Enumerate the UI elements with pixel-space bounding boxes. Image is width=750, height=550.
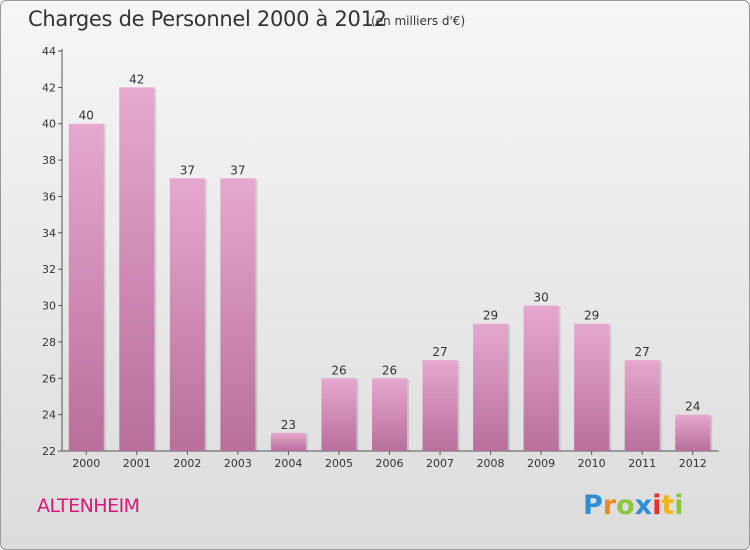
bar-value-label: 29 [584, 309, 599, 323]
y-tick-label: 40 [42, 118, 56, 131]
x-tick-label: 2004 [274, 457, 302, 470]
x-tick-label: 2005 [325, 457, 353, 470]
x-tick-label: 2012 [679, 457, 707, 470]
bar-value-label: 26 [331, 363, 346, 377]
y-tick-label: 22 [42, 445, 56, 458]
bar [675, 414, 711, 451]
y-tick-label: 42 [42, 81, 56, 94]
bar [220, 178, 256, 452]
bar-value-label: 27 [635, 345, 650, 359]
x-tick-label: 2010 [578, 457, 606, 470]
y-tick-label: 36 [42, 190, 56, 203]
chart-value-labels: 40 42 37 37 23 26 26 27 29 30 29 27 24 [79, 72, 701, 431]
x-tick-label: 2008 [477, 457, 505, 470]
logo-letter: P [583, 490, 603, 521]
commune-name: ALTENHEIM [37, 495, 140, 517]
chart-subtitle: (en milliers d'€) [371, 14, 466, 28]
x-tick-label: 2003 [224, 457, 252, 470]
x-tick-label: 2009 [527, 457, 555, 470]
proxiti-logo[interactable]: Proxiti [583, 490, 684, 521]
x-tick-label: 2007 [426, 457, 454, 470]
x-tick-label: 2001 [123, 457, 151, 470]
y-tick-label: 30 [42, 300, 56, 313]
chart-title: Charges de Personnel 2000 à 2012 [28, 7, 387, 31]
bar-value-label: 26 [382, 363, 397, 377]
y-tick-label: 38 [42, 154, 56, 167]
x-tick-label: 2011 [628, 457, 656, 470]
logo-letter: t [661, 490, 675, 521]
logo-letter: i [652, 490, 662, 521]
bar [574, 323, 610, 451]
bar [422, 360, 458, 451]
bar-value-label: 24 [685, 400, 700, 414]
bar [119, 87, 155, 451]
chart-axes: 22 24 26 28 30 32 34 36 38 40 42 44 2000 2001 2002 2003… [42, 45, 719, 470]
chart-bars [68, 87, 713, 452]
bar-value-label: 23 [281, 418, 296, 432]
y-tick-label: 32 [42, 263, 56, 276]
bar-value-label: 42 [129, 72, 144, 86]
y-tick-label: 44 [42, 45, 56, 58]
logo-letter: o [616, 490, 635, 521]
bar [270, 432, 306, 451]
bar [169, 178, 205, 452]
bar-value-label: 40 [79, 109, 94, 123]
bar [523, 305, 559, 451]
bar [321, 378, 357, 451]
y-tick-label: 28 [42, 336, 56, 349]
bar [624, 360, 660, 451]
bar [372, 378, 407, 451]
x-tick-label: 2006 [376, 457, 404, 470]
bar [473, 323, 509, 451]
bar-value-label: 29 [483, 309, 498, 323]
logo-letter: x [634, 490, 653, 521]
logo-letter: i [674, 490, 684, 521]
logo-letter: r [602, 490, 617, 521]
x-tick-label: 2002 [173, 457, 201, 470]
bar [68, 123, 104, 452]
bar-value-label: 30 [533, 291, 548, 305]
y-tick-label: 24 [42, 409, 56, 422]
y-tick-label: 26 [42, 372, 56, 385]
bar-value-label: 27 [432, 345, 447, 359]
y-tick-label: 34 [42, 227, 56, 240]
bar-value-label: 37 [230, 163, 245, 177]
x-tick-label: 2000 [72, 457, 100, 470]
bar-value-label: 37 [180, 163, 195, 177]
